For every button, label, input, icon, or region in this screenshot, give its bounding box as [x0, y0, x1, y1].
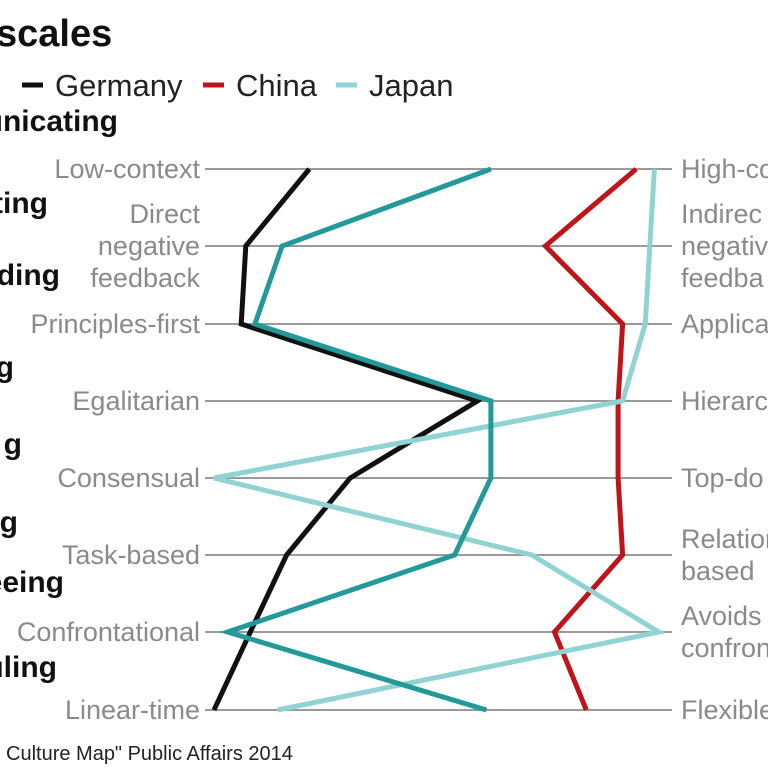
grid	[205, 168, 672, 711]
right-label: confron	[681, 633, 768, 663]
right-label: negativ	[681, 231, 768, 261]
left-label: Principles-first	[30, 309, 200, 339]
category-label: ting	[0, 187, 48, 220]
right-label: feedba	[681, 263, 765, 293]
legend-label: Germany	[55, 68, 183, 103]
series-lines	[211, 166, 666, 713]
series-line-china	[541, 167, 638, 711]
series-line-germany	[211, 167, 484, 712]
right-label: Top-do	[681, 463, 764, 493]
left-label: Linear-time	[65, 695, 200, 725]
series-line-japan	[213, 168, 666, 713]
right-label: Hierarc	[681, 386, 768, 416]
left-label: Task-based	[62, 540, 200, 570]
right-label: based	[681, 556, 755, 586]
right-label: High-co	[681, 154, 768, 184]
source-note: Culture Map" Public Affairs 2014	[6, 743, 293, 765]
left-label: Egalitarian	[72, 386, 200, 416]
category-label: uling	[0, 651, 57, 684]
category-label: unicating	[0, 105, 118, 138]
category-label: eeing	[0, 566, 64, 599]
left-label: Direct	[129, 199, 200, 229]
legend-label: Japan	[369, 68, 453, 103]
category-label: g	[4, 428, 22, 461]
left-label: Low-context	[54, 154, 200, 184]
legend-label: China	[236, 68, 318, 103]
left-label: feedback	[90, 263, 200, 293]
right-label: Relation	[681, 524, 768, 554]
legend: Germany China Japan	[22, 68, 453, 103]
category-label: ding	[0, 259, 60, 292]
right-label: Avoids	[681, 601, 762, 631]
left-label: negative	[98, 231, 200, 261]
left-label: Confrontational	[17, 617, 200, 647]
right-label: Applica	[681, 309, 768, 339]
chart-title: scales	[0, 13, 112, 55]
right-label: Flexible	[681, 695, 768, 725]
category-label: g	[0, 351, 14, 384]
left-label: Consensual	[57, 463, 200, 493]
category-label: g	[0, 506, 18, 539]
series-line-unnamed	[219, 166, 494, 713]
category-labels: unicating ting ding g g g eeing uling	[0, 105, 118, 684]
right-label: Indirec	[681, 199, 762, 229]
